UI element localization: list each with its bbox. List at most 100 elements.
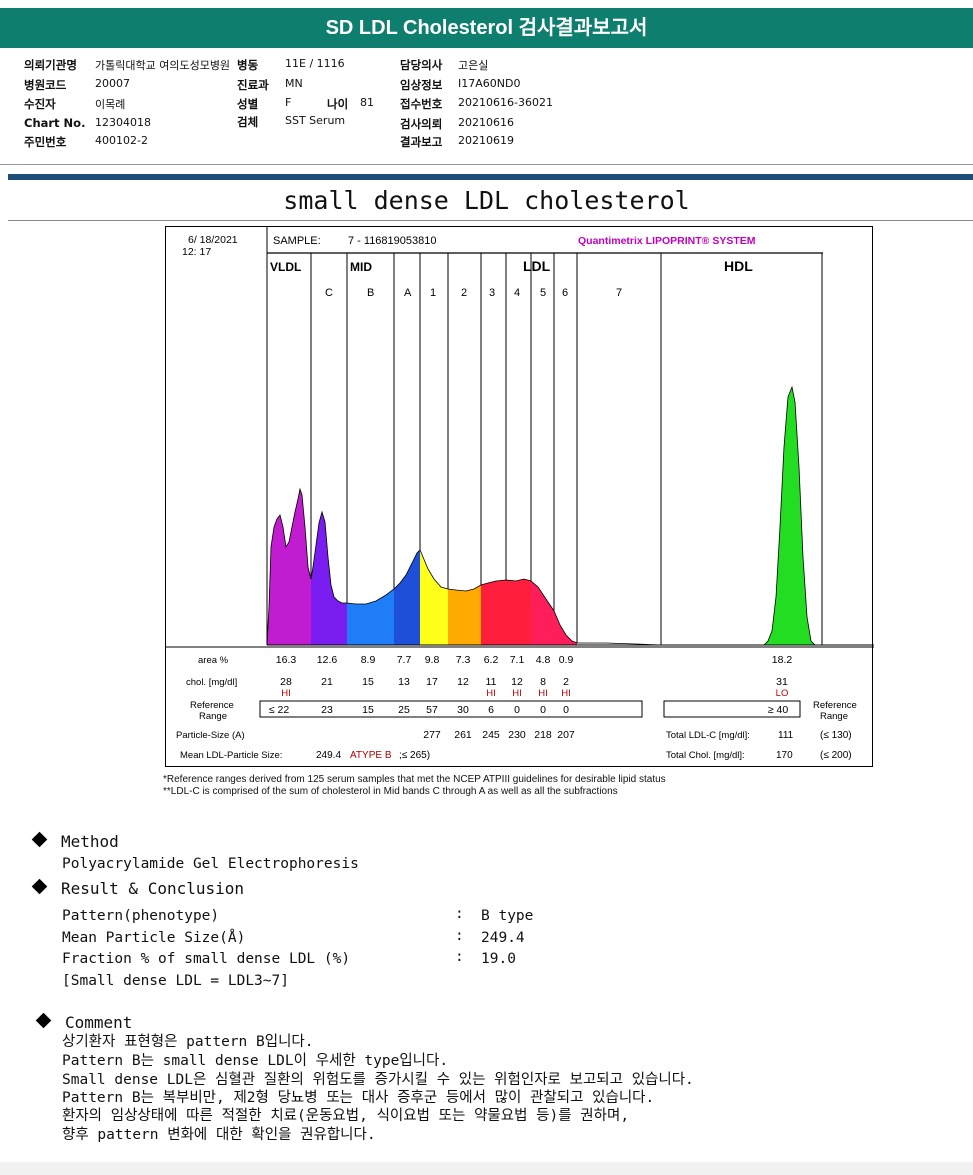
result-value-pattern: B type — [481, 908, 534, 924]
fraction-peak — [311, 512, 347, 645]
lipoprint-chart: 6/ 18/2021 12: 17 SAMPLE: 7 - 1168190538… — [165, 226, 874, 767]
chol-flag: HI — [512, 688, 522, 699]
total-ldl-label: Total LDL-C [mg/dl]: — [666, 730, 750, 741]
area-value: 6.2 — [484, 654, 499, 666]
blue-divider — [8, 174, 973, 180]
receipt-label: 접수번호 — [400, 97, 443, 111]
ref-value: 0 — [540, 704, 546, 716]
method-heading: Method — [31, 831, 119, 851]
ref-label-right-2: Range — [820, 711, 848, 722]
fraction-peak — [554, 611, 577, 645]
chol-value: 12 — [457, 676, 469, 688]
area-label: area % — [198, 655, 229, 666]
ref-value: ≤ 22 — [269, 704, 290, 716]
particle-value: 277 — [423, 729, 441, 741]
band-label: B — [367, 287, 374, 299]
area-value: 7.1 — [510, 654, 525, 666]
sex-label: 성별 — [237, 97, 259, 111]
info-divider — [0, 164, 973, 165]
ward-value: 11E / 1116 — [285, 57, 345, 70]
ref-value: 0 — [514, 704, 520, 716]
comment-heading: Comment — [35, 1012, 133, 1032]
particle-value: 218 — [534, 729, 552, 741]
patient-value: 이목례 — [95, 98, 126, 111]
sample-label: SAMPLE: — [273, 235, 321, 247]
report-date-value: 20210619 — [458, 134, 514, 147]
chol-value: 12 — [511, 676, 523, 688]
fraction-peak — [506, 579, 531, 645]
patient-info: 의뢰기관명 가톨릭대학교 여의도성모병원 병동 11E / 1116 담당의사 … — [0, 0, 973, 160]
chart-time: 12: 17 — [182, 246, 211, 258]
comment-line: 환자의 임상상태에 따른 적절한 치료(운동요법, 식이요법 또는 약물요법 등… — [62, 1108, 630, 1124]
band-label: 2 — [461, 287, 467, 299]
particle-value: 245 — [482, 729, 500, 741]
clinical-value: I17A60ND0 — [458, 77, 521, 90]
area-value: 7.3 — [456, 654, 471, 666]
specimen-label: 검체 — [237, 115, 259, 129]
request-label: 검사의뢰 — [400, 117, 443, 131]
lipoprint-svg: 6/ 18/2021 12: 17 SAMPLE: 7 - 1168190538… — [166, 227, 874, 761]
chol-flag: HI — [281, 688, 291, 699]
group-mid: MID — [350, 260, 372, 274]
report-title: small dense LDL cholesterol — [283, 186, 690, 215]
mean-type: ATYPE B — [350, 750, 392, 761]
diamond-bullet-icon — [31, 831, 48, 848]
fraction-peak — [448, 585, 481, 645]
area-value: 12.6 — [317, 654, 338, 666]
particle-value: 230 — [508, 729, 526, 741]
age-label: 나이 — [327, 97, 349, 111]
group-ldl: LDL — [523, 258, 551, 274]
age-value: 81 — [360, 96, 374, 109]
area-value: 8.9 — [361, 654, 376, 666]
total-ldl-value: 111 — [778, 730, 794, 741]
comment-line: Pattern B는 small dense LDL이 우세한 type입니다. — [62, 1053, 449, 1069]
request-value: 20210616 — [458, 116, 514, 129]
chol-value: 11 — [486, 676, 497, 688]
sample-value: 7 - 116819053810 — [348, 235, 437, 247]
total-chol-label: Total Chol. [mg/dl]: — [666, 750, 745, 761]
comment-line: 향후 pattern 변화에 대한 확인을 권유합니다. — [62, 1127, 376, 1143]
band-label: 1 — [430, 287, 436, 299]
chol-value: 8 — [540, 676, 546, 688]
result-colon: : — [455, 928, 464, 944]
group-hdl: HDL — [724, 258, 753, 274]
sex-value: F — [285, 96, 292, 109]
ref-value: 25 — [398, 704, 410, 716]
chol-value: 17 — [426, 676, 438, 688]
band-label: C — [325, 287, 333, 299]
mean-ref: ;≤ 265) — [399, 750, 430, 761]
method-heading-text: Method — [61, 832, 119, 851]
ref-value: 6 — [488, 704, 494, 716]
dept-value: MN — [285, 77, 303, 90]
result-note: [Small dense LDL = LDL3~7] — [62, 973, 289, 989]
band-label: 7 — [616, 287, 622, 299]
footnote-1: *Reference ranges derived from 125 serum… — [163, 774, 666, 785]
result-label-size: Mean Particle Size(Å) — [62, 930, 246, 946]
comment-line: Small dense LDL은 심혈관 질환의 위험도를 증가시킬 수 있는 … — [62, 1072, 694, 1088]
fraction-peak — [347, 589, 394, 645]
chart-no-value: 12304018 — [95, 116, 151, 129]
comment-heading-text: Comment — [65, 1013, 133, 1032]
total-chol-ref: (≤ 200) — [820, 750, 852, 761]
total-ldl-ref: (≤ 130) — [820, 730, 852, 741]
chol-value: 21 — [321, 676, 333, 688]
ref-value: 15 — [362, 704, 374, 716]
area-value: 0.9 — [559, 654, 574, 666]
ref-label-2: Range — [199, 711, 227, 722]
band-label: 3 — [489, 287, 495, 299]
area-value: 4.8 — [536, 654, 551, 666]
report-date-label: 결과보고 — [400, 135, 443, 149]
doctor-label: 담당의사 — [400, 58, 443, 72]
chol-value: 13 — [398, 676, 410, 688]
chol-flag: HI — [538, 688, 548, 699]
ref-value: 0 — [563, 704, 569, 716]
particle-value: 261 — [454, 729, 472, 741]
diamond-bullet-icon — [35, 1012, 52, 1029]
title-divider — [8, 220, 973, 221]
band-label: 4 — [514, 287, 520, 299]
fraction-peak — [267, 489, 311, 645]
diamond-bullet-icon — [31, 878, 48, 895]
fraction-peak — [420, 550, 448, 645]
mean-label: Mean LDL-Particle Size: — [180, 750, 282, 761]
